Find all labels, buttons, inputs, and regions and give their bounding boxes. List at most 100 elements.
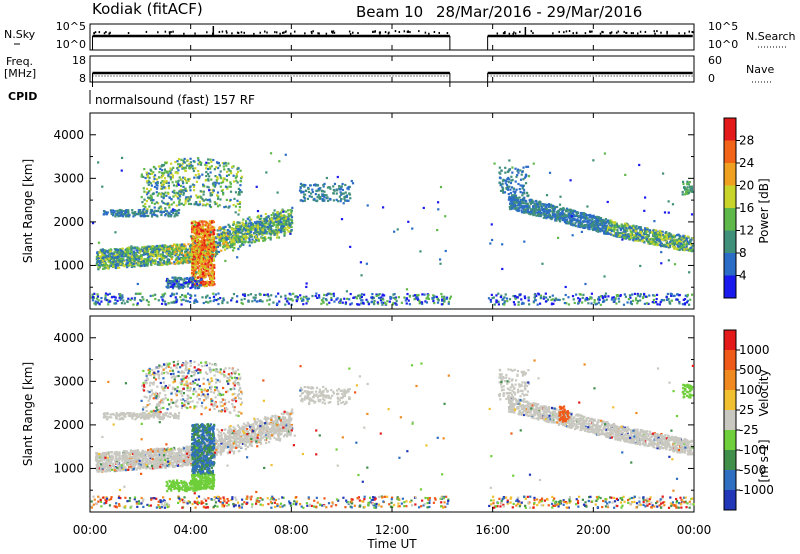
nsky-spike: [225, 30, 228, 33]
data-point: [167, 247, 170, 251]
data-point: [230, 233, 233, 236]
data-point: [240, 301, 243, 304]
data-point: [574, 293, 578, 296]
data-point: [161, 171, 164, 175]
data-point: [199, 275, 202, 278]
data-point: [239, 184, 242, 187]
data-point: [201, 279, 204, 282]
data-point: [193, 267, 196, 270]
data-point: [198, 281, 201, 284]
nsky-spike: [644, 30, 647, 33]
data-point: [118, 253, 121, 256]
data-point: [134, 251, 137, 255]
data-point: [163, 246, 166, 249]
data-point: [262, 222, 265, 226]
data-point: [154, 167, 157, 170]
data-point: [306, 298, 309, 301]
data-point: [132, 215, 135, 218]
data-point: [235, 240, 239, 243]
data-point: [191, 282, 194, 285]
data-point: [181, 162, 184, 165]
data-point: [303, 197, 306, 200]
data-point: [114, 265, 117, 268]
data-point: [211, 266, 214, 269]
data-point: [173, 260, 176, 264]
data-point: [197, 243, 200, 246]
data-point: [95, 255, 98, 259]
data-point: [202, 234, 205, 238]
data-point: [527, 299, 530, 302]
data-point: [148, 255, 151, 258]
data-point: [274, 295, 278, 298]
nsky-spike: [388, 31, 390, 34]
data-point: [171, 181, 174, 184]
data-point: [125, 209, 128, 212]
data-point: [248, 225, 251, 228]
data-point: [599, 303, 602, 306]
data-point: [160, 169, 164, 172]
data-point: [128, 213, 131, 217]
data-point: [326, 303, 329, 306]
data-point: [130, 297, 133, 300]
data-point: [252, 239, 255, 243]
data-point: [240, 231, 243, 234]
data-point: [170, 213, 173, 217]
data-point: [225, 178, 228, 182]
data-point: [555, 219, 558, 222]
data-point: [219, 296, 222, 300]
data-point: [169, 176, 172, 179]
data-point: [119, 257, 123, 261]
data-point: [143, 212, 146, 216]
data-point: [164, 256, 167, 259]
data-point: [441, 299, 444, 302]
nsky-spike: [374, 30, 376, 33]
nsky-spike: [691, 30, 694, 33]
data-point: [202, 232, 205, 235]
data-point: [141, 211, 144, 215]
data-point: [154, 253, 157, 257]
data-point: [102, 256, 105, 259]
data-point: [227, 230, 230, 234]
data-point: [234, 205, 238, 208]
data-point: [642, 294, 646, 297]
data-point: [685, 301, 689, 304]
data-point: [248, 230, 251, 233]
data-point: [102, 261, 105, 265]
data-point: [432, 300, 435, 303]
data-point: [190, 294, 193, 298]
data-point: [289, 208, 292, 212]
data-point: [136, 246, 139, 250]
data-point: [174, 160, 177, 164]
nsky-spike: [656, 30, 658, 33]
data-point: [210, 270, 213, 273]
data-point: [239, 235, 242, 238]
data-point: [211, 219, 214, 223]
data-point: [107, 260, 110, 264]
data-point: [223, 248, 227, 251]
data-point: [548, 295, 552, 299]
data-point: [217, 292, 220, 295]
data-point: [427, 294, 430, 297]
data-point: [153, 255, 156, 258]
data-point: [344, 191, 347, 194]
data-point: [178, 243, 182, 247]
data-point: [214, 244, 218, 247]
data-point: [173, 281, 176, 284]
data-point: [339, 187, 343, 190]
data-point: [112, 214, 115, 217]
data-point: [96, 293, 99, 296]
data-point: [127, 264, 130, 267]
data-point: [94, 300, 97, 303]
data-point: [193, 269, 196, 272]
data-point: [262, 239, 265, 242]
data-point: [222, 298, 225, 302]
data-point: [277, 231, 280, 234]
data-point: [489, 298, 492, 302]
data-point: [175, 180, 178, 183]
data-point: [214, 293, 218, 296]
data-point: [254, 235, 258, 238]
data-point: [135, 254, 138, 257]
data-point: [124, 263, 128, 267]
data-point: [653, 301, 656, 304]
data-point: [164, 202, 167, 205]
